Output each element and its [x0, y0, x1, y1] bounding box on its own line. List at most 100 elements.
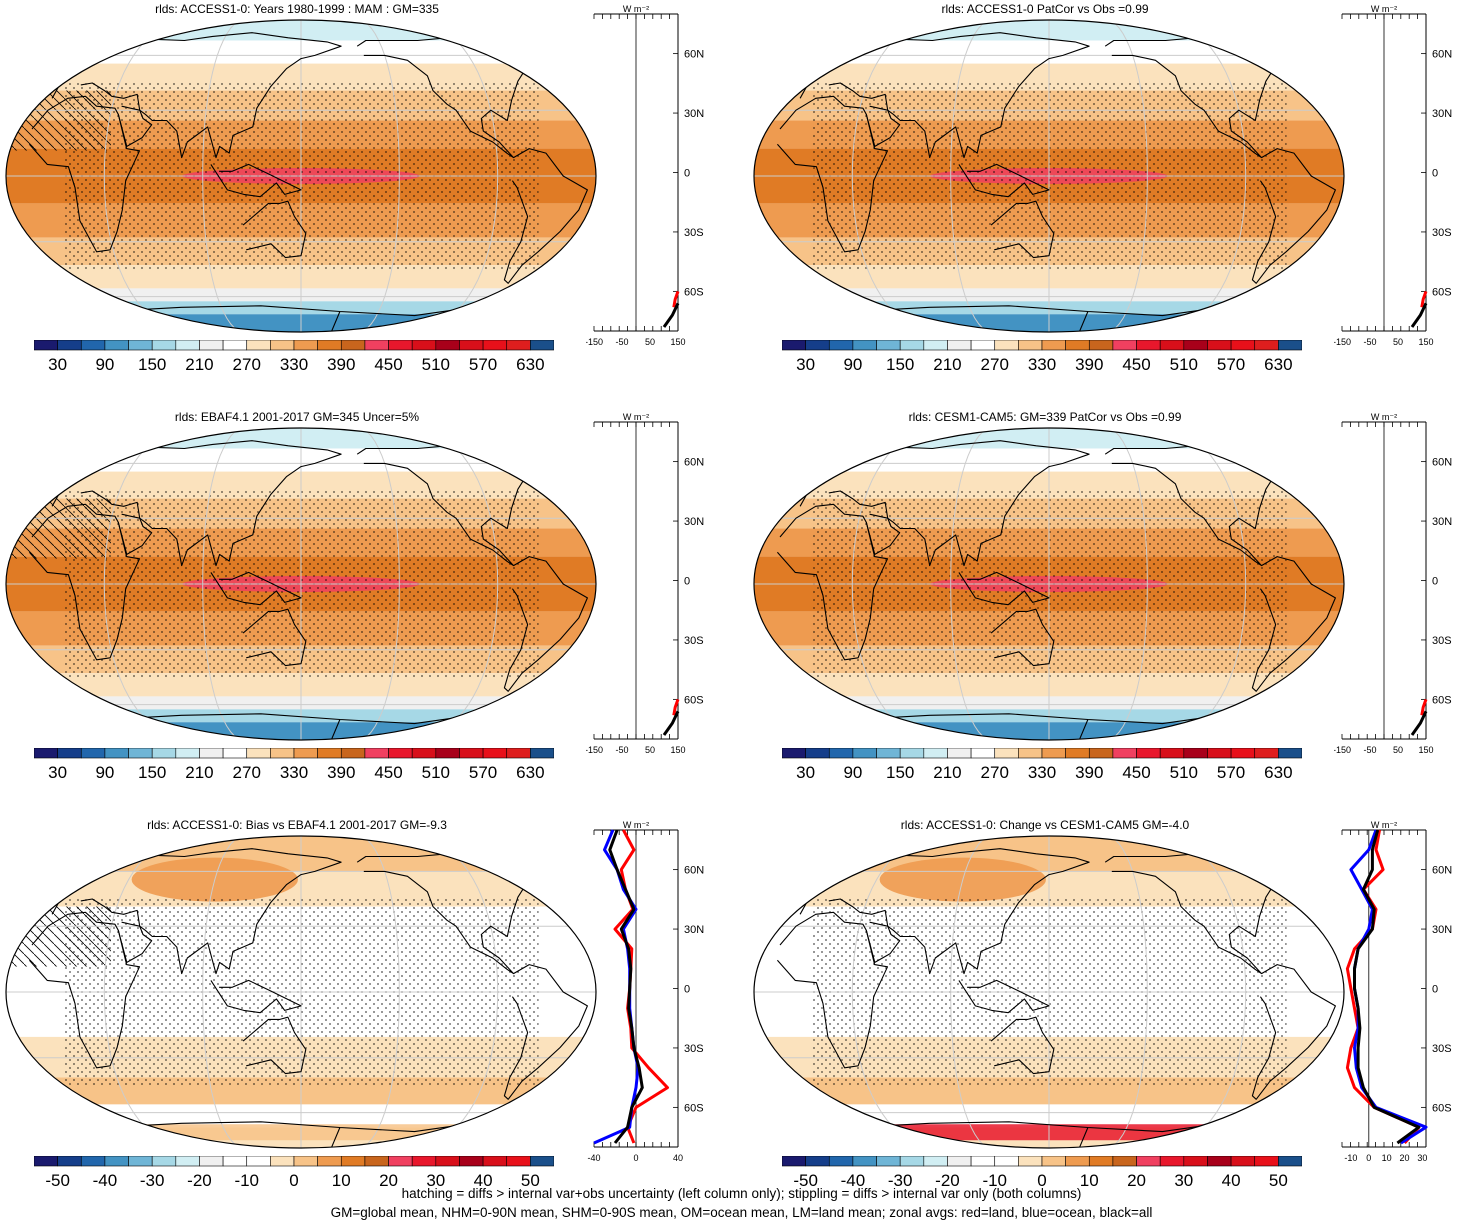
colorbar-tick-label: 450 [374, 763, 402, 782]
colorbar-tick-label: 630 [1264, 355, 1292, 374]
zonal-series-land [613, 829, 669, 1144]
colorbar-swatch [1207, 340, 1232, 351]
map-title: rlds: EBAF4.1 2001-2017 GM=345 Uncer=5% [174, 410, 420, 424]
zonal-series-land [1420, 290, 1428, 308]
colorbar-swatch [482, 748, 508, 759]
colorbar-swatch [947, 340, 972, 351]
colorbar-tick-label: 510 [422, 355, 450, 374]
graticule-meridian [202, 20, 241, 332]
colorbar-swatch [506, 340, 531, 351]
zonal-series-all [1410, 710, 1428, 736]
colorbar-swatch [57, 748, 82, 759]
graticule-meridian [103, 20, 180, 332]
graticule-meridian [422, 836, 499, 1148]
zonal-x-tick-label: 0 [1366, 1153, 1371, 1163]
hatching-overlay [6, 906, 111, 967]
zonal-x-tick-label: 20 [1400, 1153, 1410, 1163]
colorbar-swatch [411, 748, 437, 759]
zonal-series-all [662, 710, 680, 736]
zonal-series-land [1420, 698, 1428, 716]
colorbar-swatch [1018, 340, 1043, 351]
colorbar-swatch [994, 340, 1019, 351]
map-boundary [753, 19, 1345, 333]
colorbar-swatch [970, 340, 996, 351]
colorbar-tick-label: 630 [1264, 763, 1292, 782]
colorbar-swatch [128, 1156, 153, 1167]
colorbar-swatch [411, 1156, 437, 1167]
colorbar-tick-label: -20 [935, 1171, 960, 1190]
colorbar-swatch [459, 748, 484, 759]
zonal-unit-label: W m⁻² [623, 412, 649, 422]
colorbar-swatch [530, 748, 554, 759]
zonal-x-tick-label: 50 [1393, 745, 1403, 755]
zonal-lat-label: 30S [684, 1043, 704, 1055]
colorbar-swatch [151, 748, 177, 759]
graticule-meridian [103, 428, 180, 740]
zonal-lat-label: 30N [684, 516, 704, 528]
coastline-africa [776, 911, 889, 1069]
colorbar-swatch [923, 1156, 948, 1167]
colorbar-swatch [1136, 340, 1161, 351]
coastline-south-america [503, 148, 588, 284]
graticule-meridian [851, 20, 928, 332]
colorbar-tick-label: 210 [933, 763, 961, 782]
coastline-africa [28, 911, 141, 1069]
colorbar: -50 -40 -30 -20 -10 0 10 20 30 40 50 [34, 1156, 554, 1190]
colorbar-swatch [1112, 340, 1137, 351]
colorbar-swatch [1278, 1156, 1302, 1167]
colorbar-swatch [1112, 1156, 1137, 1167]
zonal-x-tick-label: -50 [615, 745, 628, 755]
colorbar-swatch [1278, 340, 1302, 351]
colorbar-tick-label: 30 [48, 355, 67, 374]
panel-access-change: rlds: ACCESS1-0: Change vs CESM1-CAM5 GM… [748, 816, 1483, 1216]
colorbar-tick-label: 450 [1122, 355, 1150, 374]
colorbar-tick-label: 30 [1174, 1171, 1193, 1190]
colorbar-tick-label: 30 [48, 763, 67, 782]
zonal-x-tick-label: 0 [633, 1153, 638, 1163]
zonal-lat-label: 30S [1432, 227, 1452, 239]
colorbar-swatch [1183, 1156, 1208, 1167]
colorbar-tick-label: 570 [1217, 355, 1245, 374]
colorbar-tick-label: 30 [796, 355, 815, 374]
graticule-meridian [950, 428, 989, 740]
zonal-unit-label: W m⁻² [623, 820, 649, 830]
map-title: rlds: ACCESS1-0: Bias vs EBAF4.1 2001-20… [147, 818, 447, 832]
zonal-x-tick-label: -50 [1363, 745, 1376, 755]
graticule-meridian [103, 836, 180, 1148]
colorbar-swatch [1159, 1156, 1185, 1167]
zonal-mean-plot: W m⁻² 60N 30N 0 30S 60S -150 -50 50 150 [1334, 4, 1452, 347]
map-plot [753, 835, 1345, 1149]
colorbar: 30 90 150 210 270 330 390 450 510 570 630 [34, 340, 554, 374]
panel-access-patcor: rlds: ACCESS1-0 PatCor vs Obs =0.99 30 90 1… [748, 0, 1483, 400]
colorbar-swatch [317, 340, 342, 351]
zonal-lat-label: 60S [1432, 694, 1452, 706]
colorbar-swatch [199, 1156, 224, 1167]
colorbar-swatch [1136, 1156, 1161, 1167]
zonal-lat-label: 60S [684, 694, 704, 706]
coastline-south-america [1251, 964, 1336, 1100]
colorbar-swatch [1041, 748, 1066, 759]
map-title: rlds: ACCESS1-0 PatCor vs Obs =0.99 [941, 2, 1149, 16]
colorbar-tick-label: 330 [1028, 355, 1056, 374]
colorbar-swatch [923, 340, 948, 351]
graticule-meridian [422, 428, 499, 740]
graticule-meridian [1170, 20, 1247, 332]
colorbar-swatch [782, 1156, 806, 1167]
zonal-lat-label: 30S [1432, 1043, 1452, 1055]
colorbar-tick-label: 150 [138, 355, 166, 374]
colorbar-tick-label: 390 [327, 763, 355, 782]
colorbar-tick-label: 90 [843, 355, 862, 374]
zonal-series-ocean [593, 829, 640, 1145]
colorbar-swatch [1278, 748, 1302, 759]
zonal-x-tick-label: 50 [1393, 337, 1403, 347]
coastline-australia [242, 200, 307, 259]
colorbar-swatch [270, 748, 295, 759]
colorbar-swatch [1183, 748, 1208, 759]
map-boundary [753, 835, 1345, 1149]
zonal-lat-label: 60N [684, 457, 704, 469]
colorbar-swatch [805, 1156, 830, 1167]
zonal-x-tick-label: -150 [1334, 745, 1351, 755]
colorbar: 30 90 150 210 270 330 390 450 510 570 630 [782, 748, 1302, 782]
zonal-x-tick-label: -50 [1363, 337, 1376, 347]
zonal-lat-label: 0 [684, 168, 690, 180]
